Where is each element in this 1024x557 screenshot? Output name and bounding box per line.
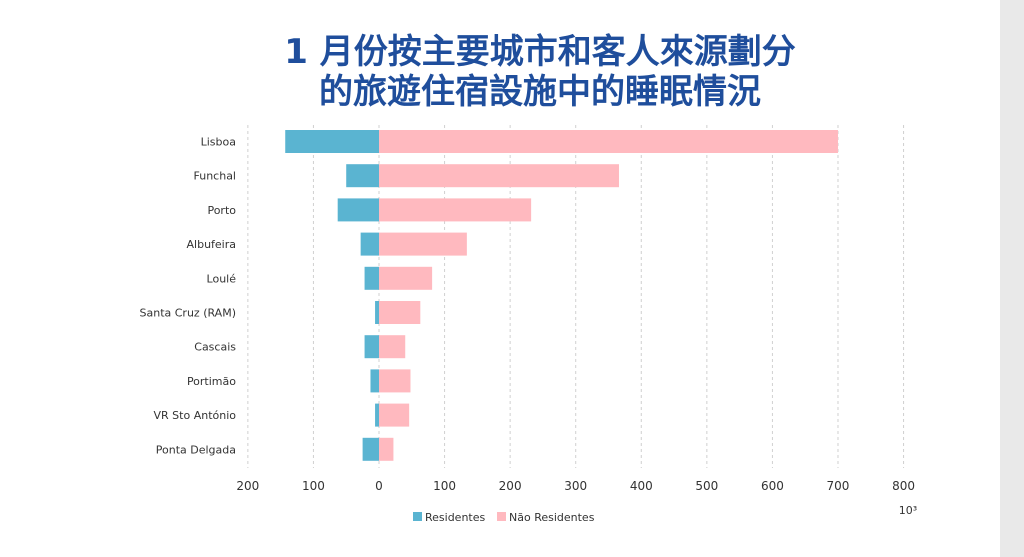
bar-residentes bbox=[360, 232, 379, 256]
right-frame bbox=[1000, 0, 1024, 557]
x-tick-label: 0 bbox=[375, 479, 383, 493]
legend-label: Residentes bbox=[425, 511, 486, 524]
bar-nao-residentes bbox=[379, 164, 619, 188]
bar-nao-residentes bbox=[379, 198, 532, 222]
bar-residentes bbox=[364, 266, 379, 290]
x-tick-label: 100 bbox=[302, 479, 325, 493]
chart-title: 1 月份按主要城市和客人來源劃分 的旅遊住宿設施中的睡眠情況 bbox=[200, 32, 880, 112]
title-line-2: 的旅遊住宿設施中的睡眠情況 bbox=[319, 72, 761, 112]
bar-residentes bbox=[375, 301, 379, 324]
bar-residentes bbox=[375, 403, 379, 427]
category-label: VR Sto António bbox=[154, 409, 237, 422]
x-tick-label: 500 bbox=[695, 479, 718, 493]
bar-residentes bbox=[364, 335, 379, 359]
category-label: Loulé bbox=[207, 272, 237, 285]
x-tick-label: 400 bbox=[630, 479, 653, 493]
bar-residentes bbox=[370, 369, 379, 393]
category-label: Porto bbox=[207, 204, 236, 217]
category-label: Portimão bbox=[187, 375, 236, 388]
category-labels: Lisboa Funchal Porto Albufeira Loulé Santa Cr… bbox=[140, 136, 237, 457]
category-label: Funchal bbox=[194, 170, 237, 183]
x-tick-label: 200 bbox=[499, 479, 522, 493]
bar-nao-residentes bbox=[379, 335, 406, 359]
bar-nao-residentes bbox=[379, 403, 410, 427]
x-tick-label: 800 bbox=[892, 479, 915, 493]
x-tick-label: 300 bbox=[564, 479, 587, 493]
legend-swatch bbox=[413, 512, 422, 521]
bar-residentes bbox=[285, 130, 379, 153]
x-tick-label: 700 bbox=[827, 479, 850, 493]
x-tick-label: 600 bbox=[761, 479, 784, 493]
category-label: Santa Cruz (RAM) bbox=[140, 307, 237, 320]
bar-nao-residentes bbox=[379, 232, 467, 256]
bar-nao-residentes bbox=[379, 301, 421, 324]
legend-label: Não Residentes bbox=[509, 511, 595, 524]
legend-swatch bbox=[497, 512, 506, 521]
category-label: Ponta Delgada bbox=[156, 443, 236, 456]
title-line-1: 1 月份按主要城市和客人來源劃分 bbox=[284, 32, 796, 72]
category-label: Cascais bbox=[194, 341, 236, 354]
bar-residentes bbox=[346, 164, 379, 188]
bar-residentes bbox=[337, 198, 379, 222]
category-label: Lisboa bbox=[201, 136, 236, 149]
bar-chart: Lisboa Funchal Porto Albufeira Loulé Santa Cr… bbox=[140, 125, 917, 524]
bar-nao-residentes bbox=[379, 130, 838, 153]
unit-label: 10³ bbox=[899, 504, 917, 517]
bars bbox=[285, 130, 838, 461]
x-tick-label: 100 bbox=[433, 479, 456, 493]
x-tick-label: 200 bbox=[236, 479, 259, 493]
category-label: Albufeira bbox=[187, 238, 237, 251]
bar-nao-residentes bbox=[379, 266, 433, 290]
bar-residentes bbox=[362, 437, 379, 461]
bar-nao-residentes bbox=[379, 369, 411, 393]
legend: Residentes Não Residentes bbox=[413, 511, 595, 524]
x-tick-labels: 200 100 0 100 200 300 400 500 600 700 800 bbox=[236, 479, 915, 493]
bar-nao-residentes bbox=[379, 437, 394, 461]
